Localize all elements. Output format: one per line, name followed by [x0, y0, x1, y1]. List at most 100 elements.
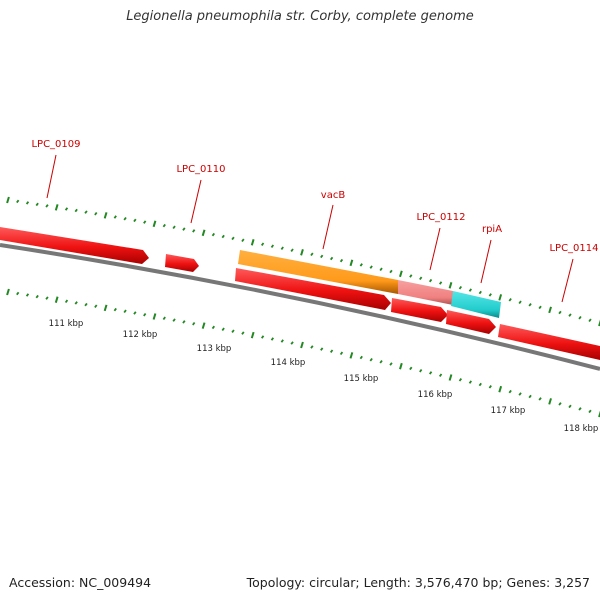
leader-lpc0110 [190, 179, 202, 224]
inner-tick-36 [359, 355, 363, 360]
inner-tick-7 [74, 301, 78, 305]
map-title: Legionella pneumophila str. Corby, compl… [126, 9, 474, 24]
outer-tick-3 [35, 202, 39, 207]
inner-tick-28 [280, 339, 284, 343]
outer-tick-40 [399, 270, 403, 278]
outer-tick-9 [94, 211, 98, 216]
outer-tick-18 [182, 227, 186, 231]
inner-tick-53 [528, 394, 532, 399]
gene-lpc0114-arrow[interactable] [498, 324, 600, 360]
inner-tick-57 [568, 404, 572, 409]
inner-tick-2 [25, 293, 30, 297]
inner-tick-43 [428, 371, 433, 375]
scale-label-118: 118 kbp [564, 424, 599, 434]
gene-lpc0110-arrow[interactable] [165, 254, 199, 272]
outer-tick-35 [349, 259, 354, 267]
inner-tick-1 [16, 291, 20, 296]
inner-tick-9 [94, 304, 98, 308]
outer-tick-46 [458, 285, 463, 290]
leader-lpc0112 [429, 227, 441, 271]
outer-tick-42 [419, 276, 423, 281]
gene-pink-segment[interactable] [398, 280, 453, 305]
outer-tick-59 [588, 318, 592, 323]
inner-tick-52 [518, 392, 522, 396]
outer-tick-55 [548, 306, 552, 314]
inner-tick-24 [241, 331, 245, 335]
inner-tick-39 [389, 362, 393, 366]
gene-vacB-bar[interactable] [238, 250, 398, 294]
gene-label-lpc0112: LPC_0112 [416, 212, 465, 223]
outer-tick-37 [369, 265, 373, 269]
outer-tick-27 [270, 244, 275, 248]
gene-lower-arrow-1[interactable] [235, 268, 391, 310]
outer-tick-20 [201, 229, 206, 237]
outer-tick-56 [558, 310, 562, 315]
inner-tick-18 [182, 320, 186, 324]
inner-tick-35 [349, 352, 354, 359]
inner-tick-60 [598, 410, 600, 418]
inner-tick-32 [320, 347, 324, 351]
gene-label-rpiA: rpiA [482, 224, 502, 235]
leader-lpc0114 [561, 258, 574, 303]
inner-tick-27 [270, 337, 275, 341]
outer-tick-0 [6, 196, 10, 204]
outer-tick-58 [578, 315, 582, 320]
inner-tick-38 [379, 360, 383, 364]
outer-tick-57 [568, 313, 572, 317]
outer-tick-44 [438, 281, 443, 285]
inner-tick-22 [221, 327, 225, 332]
inner-tick-54 [538, 397, 542, 401]
outer-tick-43 [428, 278, 433, 283]
inner-tick-30 [300, 341, 304, 349]
inner-tick-15 [152, 313, 157, 320]
outer-tick-53 [528, 303, 532, 307]
outer-tick-51 [508, 298, 512, 302]
outer-tick-36 [359, 263, 363, 267]
genome-summary-text: Topology: circular; Length: 3,576,470 bp… [246, 575, 590, 590]
inner-tick-45 [448, 374, 453, 381]
gene-lower-arrow-3[interactable] [446, 310, 496, 334]
outer-tick-38 [379, 267, 383, 272]
inner-tick-48 [478, 382, 482, 387]
inner-tick-19 [192, 321, 196, 326]
outer-tick-16 [162, 223, 166, 228]
outer-tick-13 [133, 218, 137, 223]
gene-lpc0109-arrow[interactable] [0, 227, 149, 264]
scale-label-116: 116 kbp [418, 390, 453, 400]
outer-tick-7 [74, 208, 78, 213]
outer-tick-26 [260, 242, 265, 246]
outer-tick-24 [241, 238, 245, 243]
outer-tick-34 [339, 258, 344, 263]
outer-tick-track [6, 196, 600, 327]
inner-tick-10 [103, 304, 108, 312]
gene-lower-arrow-2[interactable] [391, 298, 448, 322]
leader-lpc0109 [46, 154, 57, 199]
outer-tick-45 [448, 282, 453, 289]
outer-tick-23 [231, 236, 235, 241]
inner-tick-40 [399, 362, 403, 370]
outer-tick-48 [478, 290, 482, 295]
outer-tick-8 [84, 210, 88, 214]
outer-tick-1 [16, 199, 20, 204]
inner-tick-20 [201, 322, 206, 329]
inner-tick-29 [290, 341, 294, 345]
inner-tick-47 [468, 380, 473, 384]
inner-tick-11 [113, 307, 117, 312]
outer-tick-22 [221, 234, 225, 239]
gene-rpiA-bar[interactable] [451, 291, 501, 318]
inner-tick-track [6, 288, 600, 418]
outer-tick-19 [192, 229, 196, 233]
genome-backbone [0, 243, 600, 371]
inner-tick-56 [558, 402, 562, 406]
gene-label-lpc0114: LPC_0114 [549, 243, 598, 254]
scale-label-113: 113 kbp [197, 344, 232, 354]
inner-tick-49 [488, 385, 492, 389]
outer-tick-29 [290, 248, 294, 252]
outer-tick-12 [123, 216, 127, 221]
outer-tick-14 [143, 220, 147, 224]
scale-label-117: 117 kbp [491, 406, 526, 416]
leader-vacB [322, 204, 334, 250]
outer-tick-28 [280, 246, 284, 250]
inner-tick-23 [231, 329, 235, 333]
gene-label-vacB: vacB [321, 190, 346, 201]
